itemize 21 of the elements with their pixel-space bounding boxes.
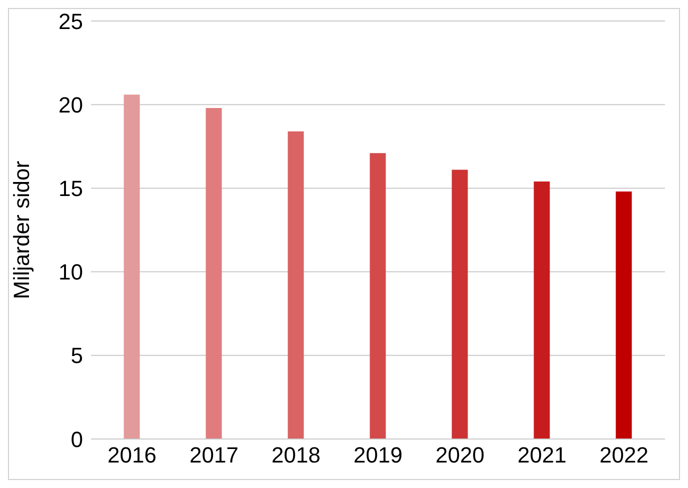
x-tick-label: 2018 (272, 442, 320, 468)
bar (452, 170, 468, 439)
x-tick-label: 2021 (518, 442, 566, 468)
y-tick-label: 10 (58, 260, 83, 285)
x-tick-label: 2016 (108, 442, 156, 468)
bar (534, 182, 550, 439)
x-tick-label: 2019 (354, 442, 402, 468)
x-tick-label: 2017 (190, 442, 238, 468)
y-tick-label: 20 (58, 92, 83, 118)
bar (288, 131, 304, 439)
y-axis-title: Miljarder sidor (8, 160, 34, 300)
y-tick-label: 0 (70, 426, 83, 452)
bar (206, 108, 222, 439)
x-tick-label: 2020 (436, 442, 484, 468)
y-tick-label: 15 (58, 176, 83, 202)
bar (370, 153, 386, 439)
y-tick-label: 25 (58, 8, 83, 34)
x-tick-label: 2022 (600, 442, 648, 468)
bar (124, 94, 140, 439)
bar (616, 192, 632, 439)
y-tick-label: 5 (70, 343, 83, 368)
